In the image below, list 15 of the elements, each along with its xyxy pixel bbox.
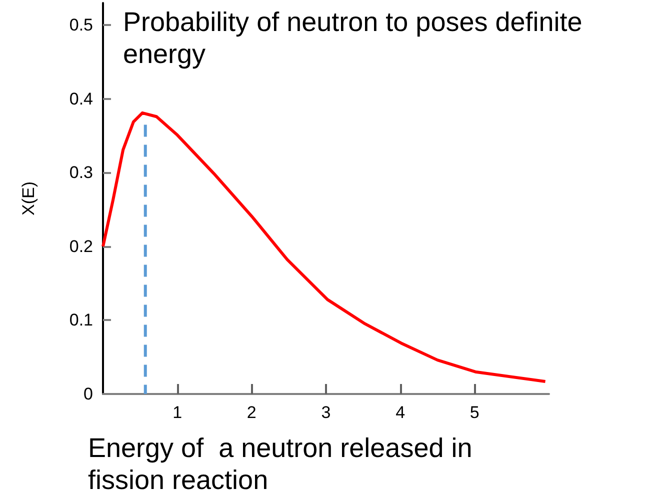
y-tick-label: 0.2 (69, 236, 93, 256)
x-axis-title: Energy of a neutron released in fission reaction (88, 433, 480, 495)
x-tick-label: 5 (470, 403, 480, 422)
y-tick-label: 0.4 (69, 89, 93, 108)
y-axis-title: X(E) (19, 182, 38, 216)
y-tick-label: 0 (84, 384, 93, 404)
y-tick-label: 0.1 (69, 310, 93, 330)
annotation: Probability of neutron to poses definite energy (123, 7, 590, 69)
x-tick-label: 3 (321, 403, 331, 422)
x-tick-label: 1 (172, 403, 182, 422)
x-tick-label: 2 (246, 403, 256, 422)
y-tick-label: 0.3 (69, 163, 93, 182)
line-series (102, 111, 547, 383)
y-tick-label: 0.5 (69, 16, 93, 35)
x-tick-label: 4 (396, 403, 406, 422)
